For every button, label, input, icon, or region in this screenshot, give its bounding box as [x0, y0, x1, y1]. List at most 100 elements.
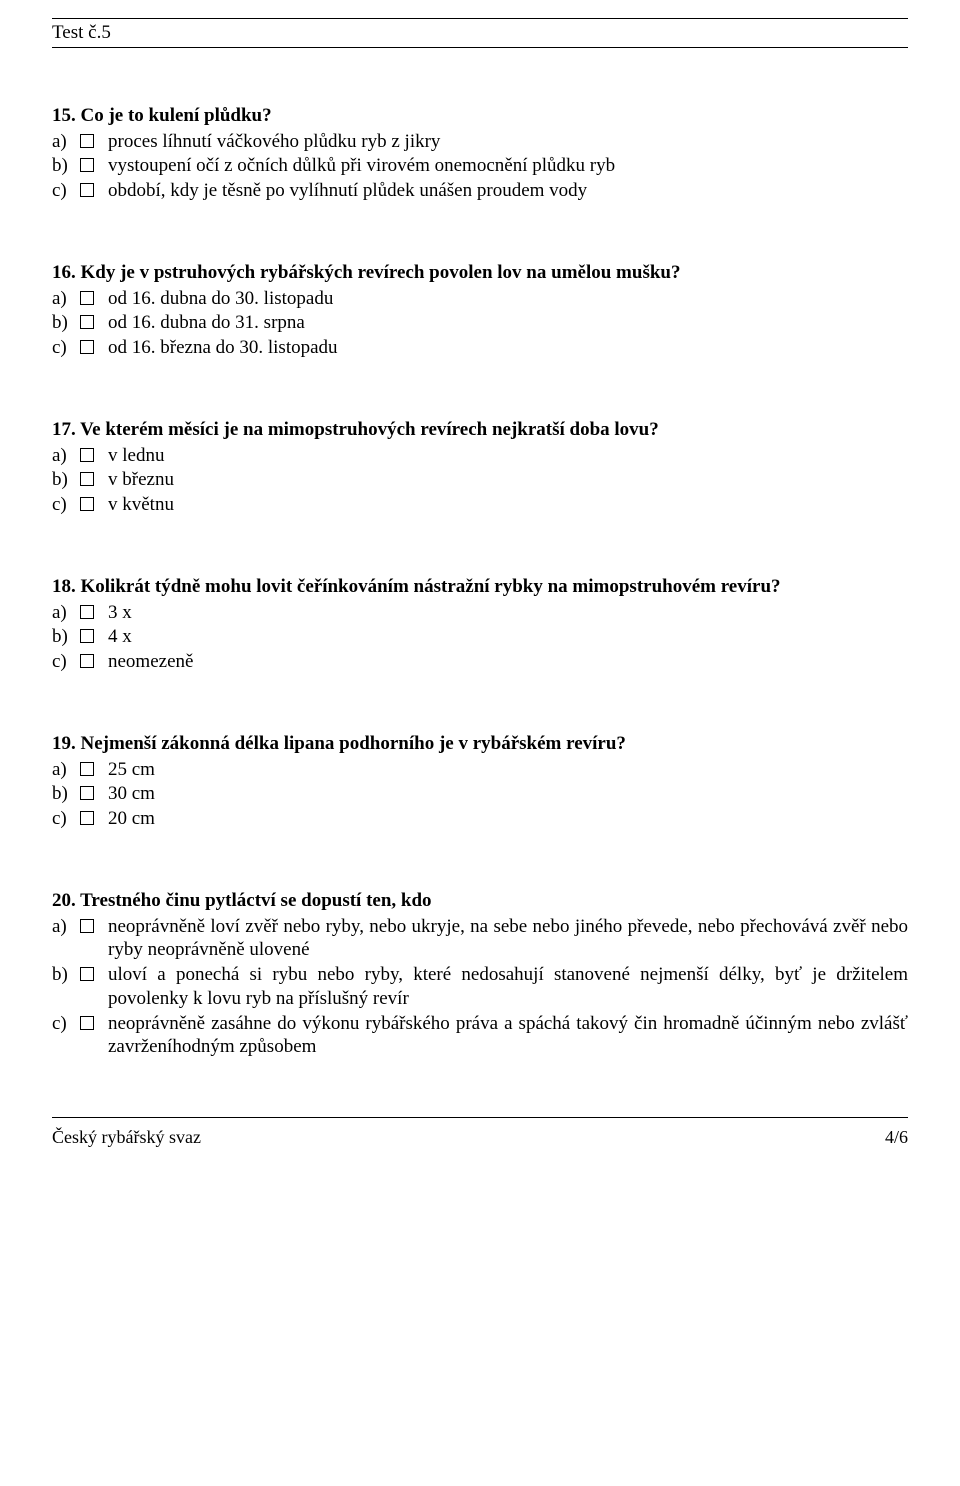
option-text: v lednu	[108, 444, 908, 468]
question-label: Trestného činu pytláctví se dopustí ten,…	[80, 890, 431, 911]
option-letter: b)	[52, 468, 80, 492]
question-label: Kdy je v pstruhových rybářských revírech…	[81, 262, 681, 283]
checkbox-icon[interactable]	[80, 967, 94, 981]
checkbox-icon[interactable]	[80, 497, 94, 511]
option-letter: a)	[52, 601, 80, 625]
checkbox-icon[interactable]	[80, 134, 94, 148]
option-letter: a)	[52, 130, 80, 154]
checkbox-icon[interactable]	[80, 315, 94, 329]
option-row: c) období, kdy je těsně po vylíhnutí plůd…	[52, 179, 908, 203]
option-text: neoprávněně zasáhne do výkonu rybářského…	[108, 1012, 908, 1060]
question-number: 19.	[52, 733, 76, 754]
question: 20. Trestného činu pytláctví se dopustí …	[52, 889, 908, 1059]
question: 17. Ve kterém měsíci je na mimopstruhový…	[52, 418, 908, 517]
option-letter: c)	[52, 807, 80, 831]
option-row: a) 25 cm	[52, 758, 908, 782]
page-header: Test č.5	[52, 18, 908, 48]
question-label: Nejmenší zákonná délka lipana podhorního…	[81, 733, 626, 754]
question-label: Co je to kulení plůdku?	[81, 105, 272, 126]
checkbox-icon[interactable]	[80, 1016, 94, 1030]
footer-right: 4/6	[885, 1126, 908, 1149]
question-text: 20. Trestného činu pytláctví se dopustí …	[52, 889, 908, 913]
option-letter: a)	[52, 287, 80, 311]
question-text: 16. Kdy je v pstruhových rybářských reví…	[52, 261, 908, 285]
checkbox-icon[interactable]	[80, 340, 94, 354]
option-row: b) 4 x	[52, 625, 908, 649]
checkbox-icon[interactable]	[80, 786, 94, 800]
option-row: a) proces líhnutí váčkového plůdku ryb z …	[52, 130, 908, 154]
option-letter: a)	[52, 444, 80, 468]
checkbox-icon[interactable]	[80, 605, 94, 619]
question: 16. Kdy je v pstruhových rybářských reví…	[52, 261, 908, 360]
option-text: 30 cm	[108, 782, 908, 806]
question-text: 17. Ve kterém měsíci je na mimopstruhový…	[52, 418, 908, 442]
question-text: 18. Kolikrát týdně mohu lovit čeřínkován…	[52, 575, 908, 599]
checkbox-icon[interactable]	[80, 448, 94, 462]
option-text: od 16. dubna do 30. listopadu	[108, 287, 908, 311]
option-row: b) uloví a ponechá si rybu nebo ryby, kte…	[52, 963, 908, 1011]
option-text: uloví a ponechá si rybu nebo ryby, které…	[108, 963, 908, 1011]
option-row: b) v březnu	[52, 468, 908, 492]
option-letter: b)	[52, 154, 80, 178]
question-number: 16.	[52, 262, 76, 283]
option-text: neomezeně	[108, 650, 908, 674]
option-text: od 16. dubna do 31. srpna	[108, 311, 908, 335]
checkbox-icon[interactable]	[80, 919, 94, 933]
option-row: c) v květnu	[52, 493, 908, 517]
question-text: 19. Nejmenší zákonná délka lipana podhor…	[52, 732, 908, 756]
option-row: c) neoprávněně zasáhne do výkonu rybářské…	[52, 1012, 908, 1060]
checkbox-icon[interactable]	[80, 629, 94, 643]
option-row: c) 20 cm	[52, 807, 908, 831]
checkbox-icon[interactable]	[80, 183, 94, 197]
option-text: období, kdy je těsně po vylíhnutí plůdek…	[108, 179, 908, 203]
option-row: a) v lednu	[52, 444, 908, 468]
option-letter: c)	[52, 179, 80, 203]
option-text: vystoupení očí z očních důlků při virové…	[108, 154, 908, 178]
checkbox-icon[interactable]	[80, 472, 94, 486]
page-footer: Český rybářský svaz 4/6	[52, 1117, 908, 1149]
option-letter: b)	[52, 625, 80, 649]
option-text: v květnu	[108, 493, 908, 517]
questions-container: 15. Co je to kulení plůdku?a)proces líhn…	[52, 104, 908, 1059]
option-letter: c)	[52, 1012, 80, 1036]
option-text: v březnu	[108, 468, 908, 492]
question-text: 15. Co je to kulení plůdku?	[52, 104, 908, 128]
option-text: 4 x	[108, 625, 908, 649]
option-text: 3 x	[108, 601, 908, 625]
question-number: 17.	[52, 419, 76, 440]
option-text: 20 cm	[108, 807, 908, 831]
option-text: proces líhnutí váčkového plůdku ryb z ji…	[108, 130, 908, 154]
question-number: 20.	[52, 890, 76, 911]
question-label: Ve kterém měsíci je na mimopstruhových r…	[80, 419, 659, 440]
question-label: Kolikrát týdně mohu lovit čeřínkováním n…	[81, 576, 781, 597]
option-text: od 16. března do 30. listopadu	[108, 336, 908, 360]
option-row: b) od 16. dubna do 31. srpna	[52, 311, 908, 335]
option-letter: c)	[52, 336, 80, 360]
option-row: a)neoprávněně loví zvěř nebo ryby, nebo …	[52, 915, 908, 963]
checkbox-icon[interactable]	[80, 291, 94, 305]
checkbox-icon[interactable]	[80, 762, 94, 776]
option-row: b) 30 cm	[52, 782, 908, 806]
option-row: b) vystoupení očí z očních důlků při viro…	[52, 154, 908, 178]
option-row: c) neomezeně	[52, 650, 908, 674]
question-number: 18.	[52, 576, 76, 597]
option-letter: c)	[52, 493, 80, 517]
option-letter: b)	[52, 782, 80, 806]
option-letter: b)	[52, 963, 80, 987]
checkbox-icon[interactable]	[80, 654, 94, 668]
option-letter: b)	[52, 311, 80, 335]
option-text: 25 cm	[108, 758, 908, 782]
question: 18. Kolikrát týdně mohu lovit čeřínkován…	[52, 575, 908, 674]
option-letter: c)	[52, 650, 80, 674]
option-row: a) 3 x	[52, 601, 908, 625]
option-letter: a)	[52, 758, 80, 782]
checkbox-icon[interactable]	[80, 811, 94, 825]
question-number: 15.	[52, 105, 76, 126]
option-row: c) od 16. března do 30. listopadu	[52, 336, 908, 360]
option-text: neoprávněně loví zvěř nebo ryby, nebo uk…	[108, 915, 908, 963]
question: 19. Nejmenší zákonná délka lipana podhor…	[52, 732, 908, 831]
option-row: a) od 16. dubna do 30. listopadu	[52, 287, 908, 311]
footer-left: Český rybářský svaz	[52, 1126, 201, 1149]
checkbox-icon[interactable]	[80, 158, 94, 172]
question: 15. Co je to kulení plůdku?a) proces líhn…	[52, 104, 908, 203]
